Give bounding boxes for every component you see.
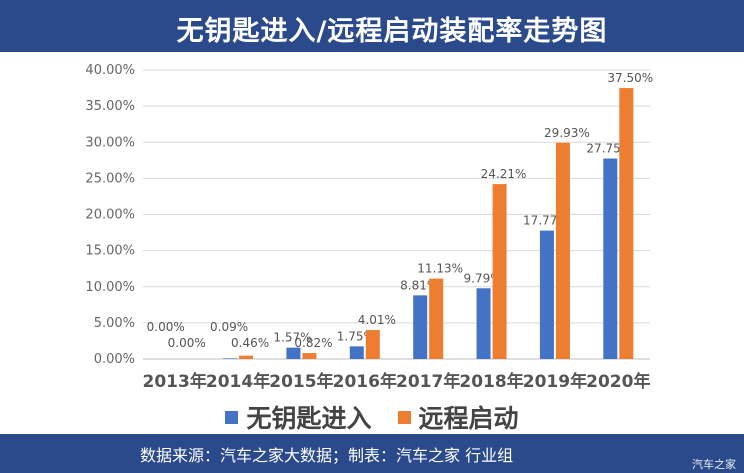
data-label-series-2: 4.01% — [358, 313, 396, 327]
watermark-logo-text: 汽车之家 — [692, 458, 736, 471]
x-category-label: 2013年 — [143, 371, 207, 392]
legend-label-series-1: 无钥匙进入 — [246, 404, 372, 433]
legend-swatch-series-1 — [225, 410, 239, 424]
bar-series-1 — [413, 295, 428, 359]
y-tick-label: 40.00% — [85, 63, 135, 78]
x-category-label: 2019年 — [523, 371, 587, 392]
bar-series-2 — [239, 355, 254, 359]
y-tick-label: 0.00% — [94, 352, 135, 367]
legend-label-series-2: 远程启动 — [418, 404, 519, 433]
data-label-series-2: 0.82% — [294, 336, 332, 350]
data-source-note: 数据来源：汽车之家大数据；制表：汽车之家 行业组 — [140, 446, 514, 465]
data-label-series-1: 9.79% — [464, 271, 502, 285]
bar-series-1 — [349, 346, 364, 359]
legend-swatch-series-2 — [397, 410, 411, 424]
data-label-series-2: 0.46% — [231, 336, 269, 350]
bar-series-1 — [603, 158, 618, 359]
bar-series-2 — [492, 184, 507, 359]
data-label-series-1: 1.57% — [273, 331, 311, 345]
data-label-series-2: 0.00% — [168, 336, 206, 350]
x-category-label: 2017年 — [396, 371, 460, 392]
x-category-label: 2014年 — [206, 371, 270, 392]
y-tick-label: 15.00% — [85, 244, 135, 259]
footer-banner: 数据来源：汽车之家大数据；制表：汽车之家 行业组 — [0, 434, 744, 473]
bar-series-2 — [365, 330, 380, 359]
y-tick-label: 5.00% — [94, 316, 135, 331]
x-category-label: 2015年 — [269, 371, 333, 392]
title-banner: 无钥匙进入/远程启动装配率走势图 — [0, 0, 744, 52]
chart-legend: 无钥匙进入 远程启动 — [0, 397, 744, 437]
data-label-series-1: 0.09% — [210, 320, 248, 334]
data-label-series-1: 8.81% — [400, 278, 438, 292]
data-label-series-2: 24.21% — [481, 167, 527, 181]
legend-item-series-2: 远程启动 — [397, 399, 519, 435]
legend-item-series-1: 无钥匙进入 — [225, 399, 372, 435]
bar-series-2 — [429, 278, 444, 359]
x-category-label: 2016年 — [333, 371, 397, 392]
y-tick-label: 35.00% — [85, 99, 135, 114]
bar-chart: 0.00% 5.00% 10.00% 15.00% 20.00% 25.00% 30.00%… — [85, 63, 653, 392]
bar-series-1 — [539, 230, 554, 359]
bar-series-2 — [555, 142, 570, 359]
data-label-series-1: 0.00% — [147, 320, 185, 334]
y-tick-label: 20.00% — [85, 208, 135, 223]
data-label-series-2: 29.93% — [544, 126, 590, 140]
bar-series-1 — [223, 358, 238, 359]
x-category-label: 2020年 — [586, 371, 650, 392]
y-tick-label: 10.00% — [85, 280, 135, 295]
bar-series-1 — [476, 288, 491, 359]
bar-series-1 — [286, 347, 301, 359]
x-category-label: 2018年 — [459, 371, 523, 392]
y-tick-label: 30.00% — [85, 135, 135, 150]
bar-series-2 — [302, 353, 317, 359]
page-title: 无钥匙进入/远程启动装配率走势图 — [176, 16, 608, 47]
bar-series-2 — [619, 88, 634, 359]
data-label-series-2: 37.50% — [607, 71, 653, 85]
data-label-series-1: 1.75% — [337, 329, 375, 343]
data-label-series-2: 11.13% — [417, 262, 463, 276]
y-tick-label: 25.00% — [85, 171, 135, 186]
